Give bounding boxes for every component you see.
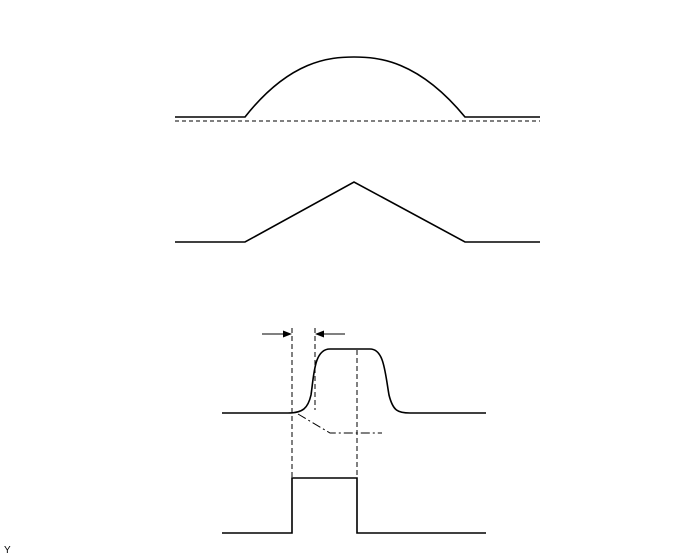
delay-right-arrowhead	[315, 330, 324, 338]
smooth-pulse-group	[222, 328, 486, 536]
dome-waveform-group	[175, 56, 540, 122]
delay-left-arrowhead	[283, 330, 292, 338]
smooth-pulse-waveform	[222, 348, 486, 414]
figure-corner-label: Y	[4, 545, 11, 556]
square-pulse-group	[222, 477, 486, 534]
threshold-leader-line	[297, 413, 382, 434]
dome-waveform	[175, 56, 540, 118]
triangle-waveform-group	[175, 181, 540, 243]
square-pulse-waveform	[222, 477, 486, 534]
triangle-waveform	[175, 181, 540, 243]
